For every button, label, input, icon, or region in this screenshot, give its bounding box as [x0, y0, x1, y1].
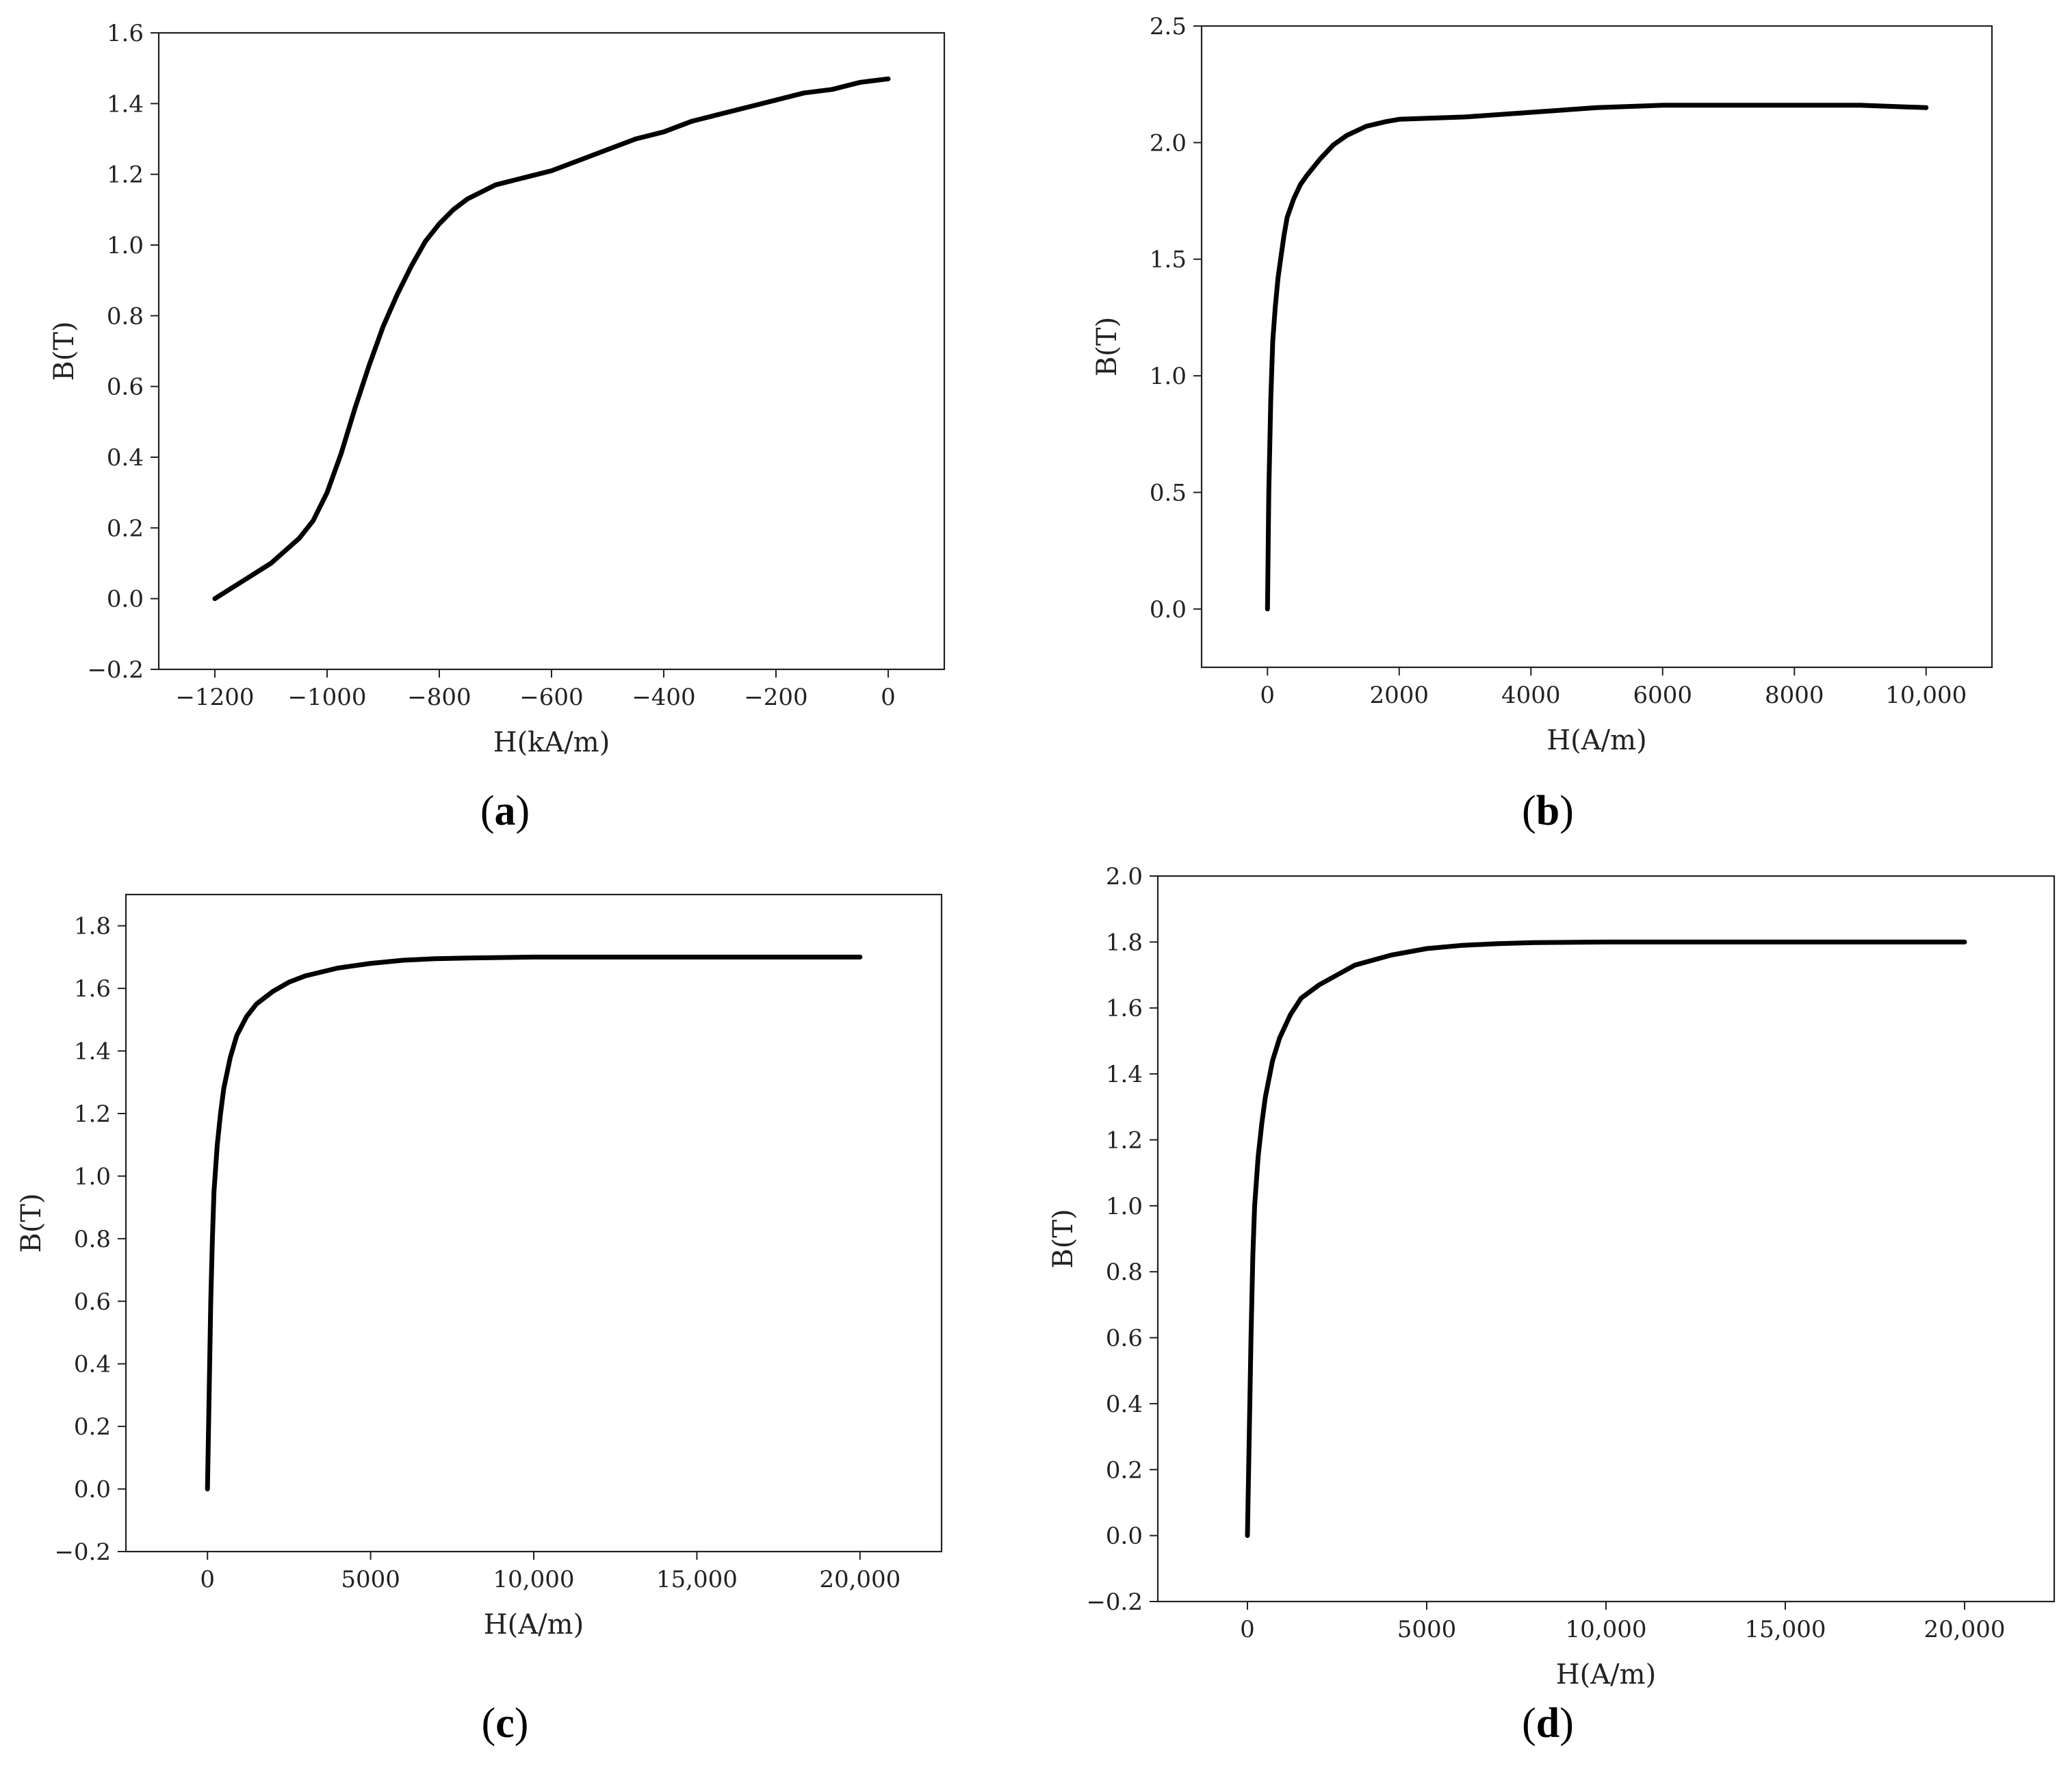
y-tick-label: 2.5	[1150, 13, 1187, 40]
y-tick-label: 1.8	[74, 913, 111, 940]
x-axis-label: H(A/m)	[1546, 725, 1646, 756]
x-tick-label: 15,000	[1745, 1616, 1826, 1643]
x-tick-label: 20,000	[819, 1566, 901, 1593]
y-tick-label: 0.8	[107, 303, 144, 330]
y-tick-label: −0.2	[54, 1539, 111, 1566]
x-tick-label: 5000	[341, 1566, 400, 1593]
panel-letter: c	[495, 1700, 515, 1747]
x-tick-label: 8000	[1765, 682, 1824, 709]
y-axis-label: B(T)	[49, 321, 80, 381]
y-axis-label: B(T)	[16, 1193, 47, 1252]
x-tick-label: 5000	[1397, 1616, 1457, 1643]
y-tick-label: 0.6	[1106, 1325, 1143, 1352]
y-tick-label: 1.2	[1106, 1127, 1143, 1154]
y-tick-label: 1.5	[1150, 246, 1187, 274]
y-tick-label: 1.4	[74, 1038, 111, 1066]
y-tick-label: 1.6	[1106, 995, 1143, 1023]
x-tick-label: 2000	[1369, 682, 1429, 709]
y-tick-label: 0.0	[1150, 596, 1187, 623]
y-tick-label: 0.0	[74, 1476, 111, 1504]
chart-panel-b: 0 2000 4000 6000 8000 10,000 0.0 0.5 1.0 1.5 2.0 2.…	[1091, 13, 1993, 834]
y-tick-label: 0.8	[1106, 1259, 1143, 1286]
y-tick-label: 1.6	[74, 975, 111, 1003]
panel-caption: (a)	[480, 788, 530, 834]
y-tick-label: −0.2	[87, 656, 144, 684]
y-tick-label: 0.8	[74, 1226, 111, 1253]
y-tick-label: −0.2	[1086, 1589, 1143, 1616]
y-tick-label: 1.4	[1106, 1061, 1143, 1088]
panel-letter: b	[1536, 788, 1559, 834]
x-tick-label: 10,000	[1885, 682, 1967, 709]
x-tick-label: −1200	[175, 684, 254, 711]
y-tick-label: 1.6	[107, 20, 144, 47]
x-tick-label: −1000	[287, 684, 366, 711]
y-tick-label: 0.2	[74, 1413, 111, 1441]
x-tick-label: 0	[1240, 1616, 1255, 1643]
y-tick-label: 0.6	[107, 374, 144, 401]
x-tick-label: −800	[407, 684, 471, 711]
x-tick-label: −400	[632, 684, 695, 711]
panel-caption: (d)	[1522, 1700, 1574, 1747]
x-axis-label: H(A/m)	[484, 1609, 584, 1641]
x-tick-label: 10,000	[1566, 1616, 1647, 1643]
y-tick-label: 1.4	[107, 90, 144, 118]
y-tick-label: 0.2	[107, 515, 144, 542]
y-tick-label: 0.4	[74, 1351, 111, 1378]
y-tick-label: 1.2	[107, 162, 144, 189]
data-curve	[205, 954, 863, 1492]
x-axis-label: H(kA/m)	[493, 727, 610, 758]
x-tick-label: 4000	[1501, 682, 1561, 709]
y-tick-label: 0.6	[74, 1288, 111, 1315]
y-tick-label: 2.0	[1150, 129, 1187, 157]
x-tick-label: 20,000	[1924, 1616, 2006, 1643]
chart-panel-d: 0 5000 10,000 15,000 20,000 −0.2 0.0 0.2 0.4 0.6 0…	[1048, 863, 2056, 1747]
chart-panel-a: −1200 −1000 −800 −600 −400 −200 0 −0.2 0.0 0.2 0.4…	[49, 20, 946, 834]
x-tick-label: −200	[744, 684, 807, 711]
x-tick-label: 0	[1260, 682, 1275, 709]
x-tick-label: 10,000	[493, 1566, 575, 1593]
y-tick-label: 0.0	[1106, 1523, 1143, 1550]
panel-caption: (c)	[482, 1700, 529, 1747]
plot-frame	[1200, 25, 1993, 669]
x-tick-label: 0	[200, 1566, 215, 1593]
y-tick-label: 0.2	[1106, 1456, 1143, 1484]
y-tick-label: 0.5	[1150, 479, 1187, 506]
y-tick-label: 2.0	[1106, 863, 1143, 890]
panel-letter: a	[495, 788, 516, 834]
y-tick-label: 0.4	[1106, 1391, 1143, 1418]
y-tick-label: 0.4	[107, 444, 144, 472]
panel-letter: d	[1536, 1700, 1559, 1747]
data-curve	[1265, 103, 1929, 612]
x-tick-label: 0	[881, 684, 896, 711]
y-tick-label: 1.0	[1106, 1193, 1143, 1220]
y-tick-label: 1.8	[1106, 929, 1143, 956]
y-axis-label: B(T)	[1048, 1209, 1079, 1268]
y-tick-label: 1.0	[107, 232, 144, 259]
x-tick-label: −600	[519, 684, 583, 711]
panel-caption: (b)	[1522, 788, 1574, 834]
y-tick-label: 0.0	[107, 586, 144, 613]
x-tick-label: 15,000	[656, 1566, 738, 1593]
y-tick-label: 1.0	[1150, 363, 1187, 390]
data-curve	[212, 76, 891, 602]
chart-panel-c: 0 5000 10,000 15,000 20,000 −0.2 0.0 0.2 0.4 0.6 0…	[16, 893, 943, 1747]
x-axis-label: H(A/m)	[1556, 1659, 1656, 1690]
x-tick-label: 6000	[1633, 682, 1692, 709]
y-tick-label: 1.0	[74, 1163, 111, 1190]
y-axis-label: B(T)	[1091, 317, 1123, 376]
y-tick-label: 1.2	[74, 1101, 111, 1128]
data-curve	[1245, 939, 1967, 1539]
